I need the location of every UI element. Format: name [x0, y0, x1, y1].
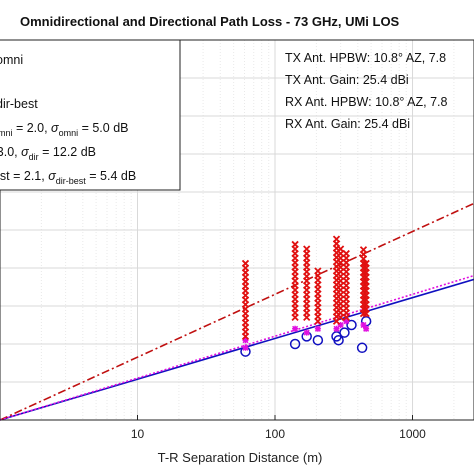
chart-title: Omnidirectional and Directional Path Los…	[20, 14, 400, 29]
data-points	[240, 235, 372, 357]
x-ticks: 10 100 1000	[131, 415, 426, 441]
dir-point	[336, 245, 345, 253]
dir-best-point	[333, 325, 340, 332]
dir-point	[359, 246, 368, 254]
plot-frame	[0, 39, 474, 421]
omni-point	[333, 334, 344, 346]
omni-point	[356, 342, 368, 354]
legend-dir-fit: = 3.0, σdir = 12.2 dB	[0, 145, 96, 162]
legend-omni-fit: nomni = 2.0, σomni = 5.0 dB	[0, 121, 129, 138]
legend-dir-best-fit: best = 2.1, σdir-best = 5.4 dB	[0, 169, 136, 186]
dir-best-point	[303, 329, 310, 336]
dir-point	[291, 240, 299, 249]
dir-point	[342, 249, 350, 258]
dir-best-point	[292, 325, 299, 332]
fit-line	[0, 278, 474, 421]
legend-box	[0, 39, 181, 191]
omni-point	[312, 334, 324, 346]
fit-lines	[0, 202, 474, 421]
fit-line	[0, 202, 474, 421]
fit-line	[0, 274, 474, 421]
annotation-rx-gain: RX Ant. Gain: 25.4 dBi	[285, 117, 410, 131]
omni-point	[289, 338, 301, 350]
x-tick-label: 100	[265, 427, 285, 441]
x-tick-label: 1000	[399, 427, 426, 441]
legend: omni - dir-best nomni = 2.0, σomni = 5.0…	[0, 39, 181, 191]
omni-point	[346, 319, 357, 331]
dir-point	[303, 245, 311, 253]
dir-point	[362, 259, 370, 268]
dir-point	[241, 259, 250, 268]
annotation-tx-gain: TX Ant. Gain: 25.4 dBi	[285, 73, 409, 87]
dir-best-point	[337, 321, 344, 329]
dir-best-point	[314, 325, 321, 332]
annotation-tx-hpbw: TX Ant. HPBW: 10.8° AZ, 7.8	[285, 51, 446, 65]
dir-best-point	[242, 337, 249, 344]
dir-best-point	[360, 321, 367, 329]
legend-omni: omni	[0, 53, 23, 67]
legend-dir-best: dir-best	[0, 97, 38, 111]
dir-best-point	[363, 325, 370, 332]
x-tick-label: 10	[131, 427, 145, 441]
dir-point	[332, 235, 341, 243]
legend-omni-text: omni	[0, 53, 23, 67]
x-axis-label: T-R Separation Distance (m)	[158, 450, 323, 465]
dir-best-point	[343, 318, 350, 325]
dir-best-point	[242, 344, 249, 351]
annotation-rx-hpbw: RX Ant. HPBW: 10.8° AZ, 7.8	[285, 95, 448, 109]
antenna-annotations: TX Ant. HPBW: 10.8° AZ, 7.8 TX Ant. Gain…	[285, 51, 448, 131]
dir-point	[314, 267, 322, 275]
omni-point	[339, 327, 350, 338]
